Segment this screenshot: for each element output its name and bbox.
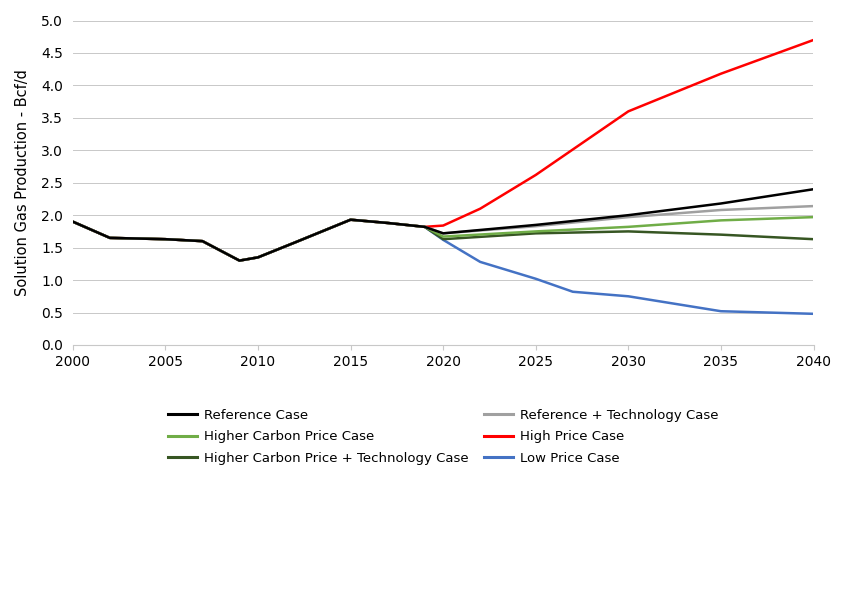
Legend: Reference Case, Higher Carbon Price Case, Higher Carbon Price + Technology Case,: Reference Case, Higher Carbon Price Case…: [162, 403, 723, 470]
Y-axis label: Solution Gas Production - Bcf/d: Solution Gas Production - Bcf/d: [15, 69, 30, 296]
